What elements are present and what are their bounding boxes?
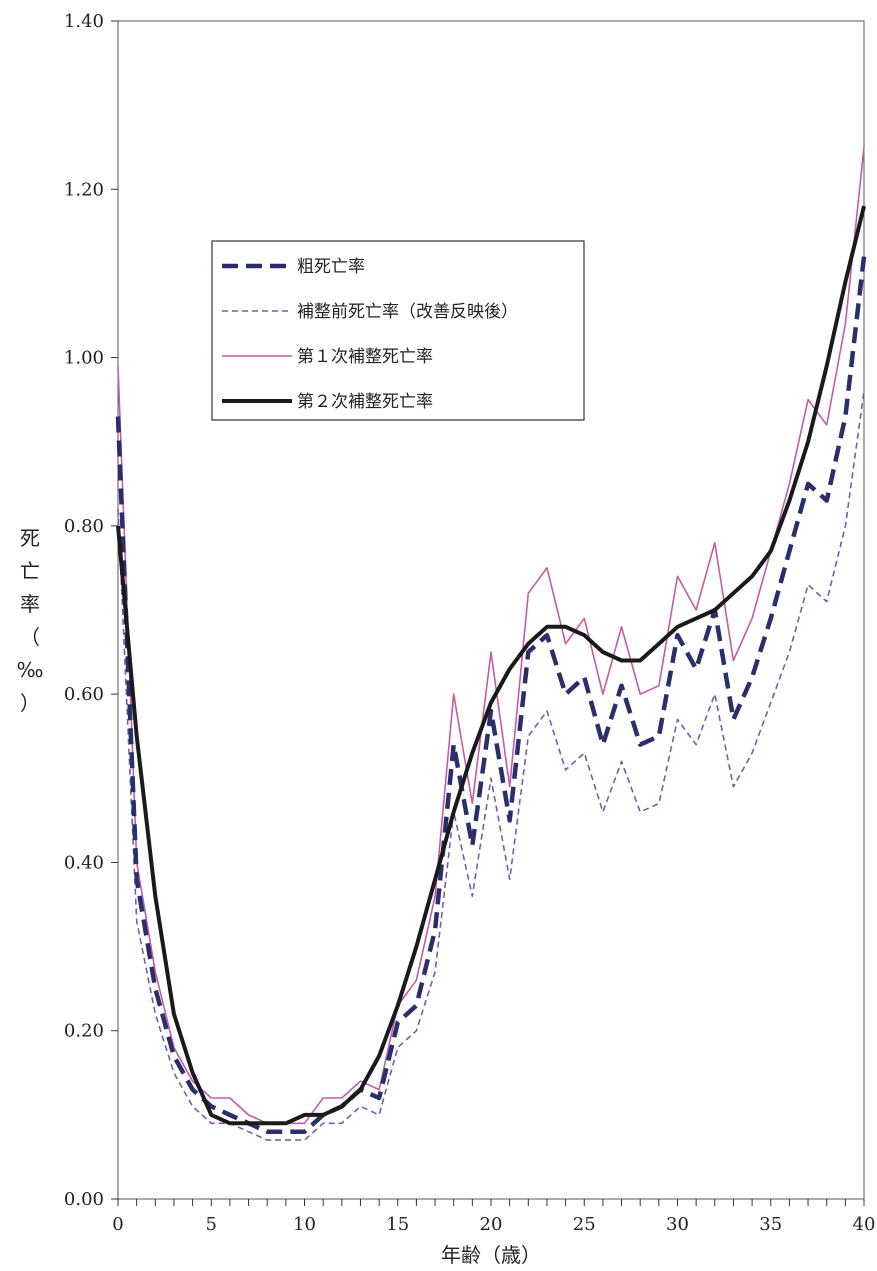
y-tick-label: 1.40 bbox=[64, 11, 104, 32]
y-tick-label: 1.00 bbox=[64, 348, 104, 369]
legend-label: 第１次補整死亡率 bbox=[297, 347, 433, 367]
series-line-2 bbox=[117, 391, 865, 1141]
y-axis-title-char: （ bbox=[20, 625, 40, 649]
axes: 0.00 0.20 0.40 0.60 0.80 1.00 1.20 1.40 0 5 10 15 20… bbox=[64, 11, 876, 1235]
legend-box bbox=[211, 240, 585, 421]
y-tick-label: 1.20 bbox=[64, 179, 104, 200]
x-tick-label: 30 bbox=[666, 1214, 689, 1235]
series-line-4 bbox=[116, 205, 866, 1126]
y-tick-label: 0.00 bbox=[64, 1189, 104, 1210]
x-tick-label: 25 bbox=[573, 1214, 596, 1235]
x-tick-label: 10 bbox=[293, 1214, 316, 1235]
x-tick-label: 20 bbox=[480, 1214, 503, 1235]
y-axis-title-char: 亡 bbox=[20, 559, 40, 583]
legend-label: 粗死亡率 bbox=[297, 257, 365, 277]
y-tick-label: 0.80 bbox=[64, 516, 104, 537]
x-tick-label: 5 bbox=[206, 1214, 217, 1235]
y-tick-label: 0.60 bbox=[64, 684, 104, 705]
y-axis-title-char: 死 bbox=[20, 526, 40, 550]
y-axis-title-char: ‰ bbox=[17, 658, 44, 682]
series-layer bbox=[115, 147, 867, 1141]
y-tick-label: 0.20 bbox=[64, 1021, 104, 1042]
y-axis-title-char: ） bbox=[20, 691, 40, 715]
series-line-1 bbox=[115, 256, 867, 1134]
legend-label: 第２次補整死亡率 bbox=[297, 392, 433, 412]
legend-label: 補整前死亡率（改善反映後） bbox=[297, 302, 518, 322]
x-tick-label: 0 bbox=[112, 1214, 123, 1235]
y-axis-title: 死亡率 （ ‰ ） bbox=[17, 526, 44, 715]
x-tick-label: 35 bbox=[759, 1214, 782, 1235]
y-tick-label: 0.40 bbox=[64, 852, 104, 873]
x-tick-label: 40 bbox=[853, 1214, 876, 1235]
plot-area bbox=[117, 20, 865, 1200]
y-axis-title-char: 率 bbox=[20, 592, 40, 616]
x-tick-label: 15 bbox=[386, 1214, 409, 1235]
x-axis-title: 年齢（歳） bbox=[441, 1243, 541, 1267]
series-line-3 bbox=[117, 147, 865, 1125]
